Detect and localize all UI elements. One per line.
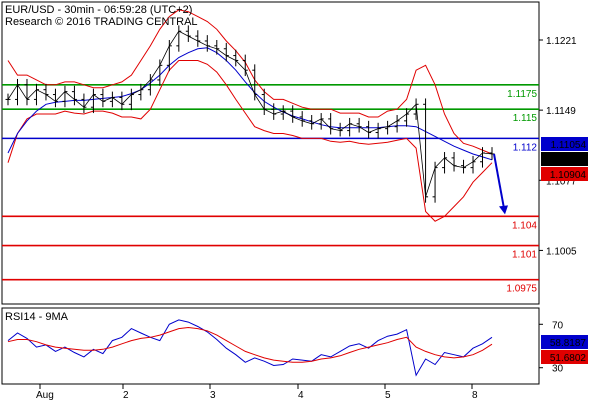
date-axis-label: 2 [123, 390, 129, 400]
date-axis-label: 3 [210, 390, 216, 400]
value-boxes-layer: 1.11054 1.11045 1.10904 58.8187 51.6802 [541, 137, 588, 364]
price-box-last [541, 152, 588, 166]
series-moving_average [7, 47, 493, 161]
rsi-box-label-rsi: 58.8187 [550, 338, 587, 349]
price-axis-label: 1.1005 [546, 246, 577, 257]
series-bollinger_lower [7, 60, 493, 222]
series-price [7, 30, 493, 197]
price-box-label-low: 1.10904 [550, 170, 587, 181]
price-axis-label: 1.1077 [546, 176, 577, 187]
forecast-arrow-shaft [493, 153, 505, 209]
price-panel [1, 1, 540, 305]
series-rsi [7, 319, 493, 377]
chart-title: EUR/USD - 30min - 06:59:28 (UTC+2) [5, 4, 192, 16]
series-rsi_ma [7, 326, 493, 363]
levels-layer: 1.1175 1.115 1.112 1.104 1.101 1.0975 [2, 84, 539, 295]
price-box-label-last: 1.11045 [551, 155, 587, 166]
price-axis-label: 1.1149 [546, 106, 576, 117]
rsi-title: RSI14 - 9MA [5, 311, 69, 323]
series-bollinger_upper [7, 9, 493, 155]
price-box-high [541, 137, 588, 151]
rsi-axis-label: 70 [552, 320, 564, 331]
price-box-label-high: 1.11054 [551, 140, 587, 151]
level-label-resistance: 1.1175 [507, 89, 537, 100]
level-label-resistance: 1.115 [513, 113, 538, 124]
rsi-box-ma [541, 350, 588, 364]
price-series-layer [5, 9, 508, 222]
forecast-arrow-head [499, 205, 508, 215]
level-label-support: 1.0975 [506, 284, 537, 295]
level-label-support: 1.101 [512, 250, 537, 261]
date-axis-label: Aug [36, 390, 54, 400]
level-label-pivot: 1.112 [513, 142, 538, 153]
date-axis-label: 5 [385, 390, 391, 400]
price-axis-label: 1.1221 [546, 36, 577, 47]
axis-ticks-layer: 1.1221 1.1149 1.1077 1.1005 70 30 Aug 2 3 4 5 8 [36, 36, 577, 400]
level-label-support: 1.104 [512, 220, 537, 231]
date-axis-label: 4 [298, 390, 304, 400]
rsi-axis-label: 30 [552, 364, 564, 375]
chart-copyright: Research © 2016 TRADING CENTRAL [5, 16, 198, 28]
rsi-panel [1, 307, 540, 385]
price-box-low [541, 167, 588, 181]
rsi-box-label-ma: 51.6802 [550, 353, 587, 364]
rsi-box-rsi [541, 335, 588, 349]
date-axis-label: 8 [472, 390, 478, 400]
rsi-series-layer [7, 319, 493, 377]
